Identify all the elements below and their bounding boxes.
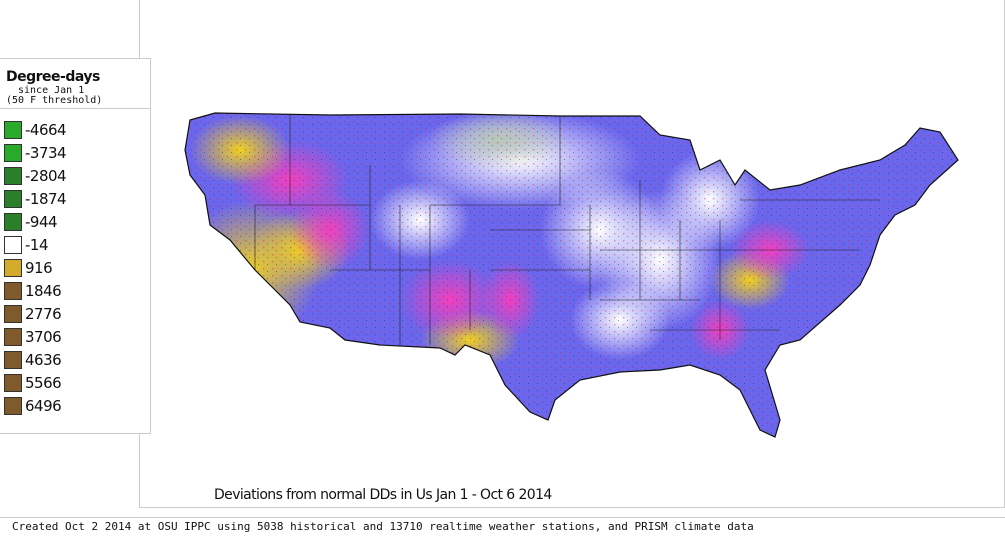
legend-items: -4664 -3734 -2804 -1874 -944 -14 916 1846 2776 37… (4, 118, 67, 417)
legend-threshold: (50 F threshold) (6, 95, 103, 106)
legend-value: -2804 (25, 166, 67, 185)
legend-value: 5566 (25, 373, 62, 392)
map-fill (185, 113, 958, 437)
legend-value: 6496 (25, 396, 62, 415)
legend-item: 916 (4, 256, 66, 279)
map-title: Deviations from normal DDs in Us Jan 1 -… (214, 487, 552, 503)
legend-item: 4636 (4, 348, 66, 371)
frame-line (0, 517, 1005, 518)
legend-swatch (4, 327, 22, 346)
legend-value: 2776 (25, 304, 62, 323)
legend-value: -944 (25, 212, 58, 231)
legend-swatch (4, 373, 22, 392)
footer-credit: Created Oct 2 2014 at OSU IPPC using 503… (12, 520, 754, 533)
legend-value: 4636 (25, 350, 62, 369)
legend-swatch (4, 235, 22, 254)
legend-title: Degree-days (6, 69, 100, 85)
legend-value: 3706 (25, 327, 62, 346)
legend-swatch (4, 281, 22, 300)
legend-item: 2776 (4, 302, 66, 325)
legend-item: -3734 (4, 141, 67, 164)
legend-swatch (4, 143, 22, 162)
legend-subtitle: since Jan 1 (18, 85, 85, 96)
legend-value: 1846 (25, 281, 62, 300)
legend-swatch (4, 304, 22, 323)
state-borders (254, 115, 880, 345)
frame-line (139, 507, 1005, 508)
legend-item: 1846 (4, 279, 66, 302)
legend-item: 3706 (4, 325, 66, 348)
legend-value: -3734 (25, 143, 67, 162)
legend-value: 916 (25, 258, 53, 277)
legend-swatch (4, 212, 22, 231)
legend-divider (0, 108, 150, 109)
legend-item: -14 (4, 233, 66, 256)
legend-item: 6496 (4, 394, 66, 417)
legend-value: -1874 (25, 189, 67, 208)
legend: Degree-days since Jan 1 (50 F threshold)… (0, 58, 151, 434)
legend-item: 5566 (4, 371, 66, 394)
legend-value: -4664 (25, 120, 67, 139)
legend-item: -1874 (4, 187, 67, 210)
legend-value: -14 (25, 235, 49, 254)
legend-swatch (4, 396, 22, 415)
legend-item: -944 (4, 210, 66, 233)
legend-swatch (4, 166, 22, 185)
legend-swatch (4, 189, 22, 208)
legend-swatch (4, 120, 22, 139)
legend-item: -2804 (4, 164, 67, 187)
legend-swatch (4, 258, 22, 277)
legend-item: -4664 (4, 118, 67, 141)
legend-swatch (4, 350, 22, 369)
